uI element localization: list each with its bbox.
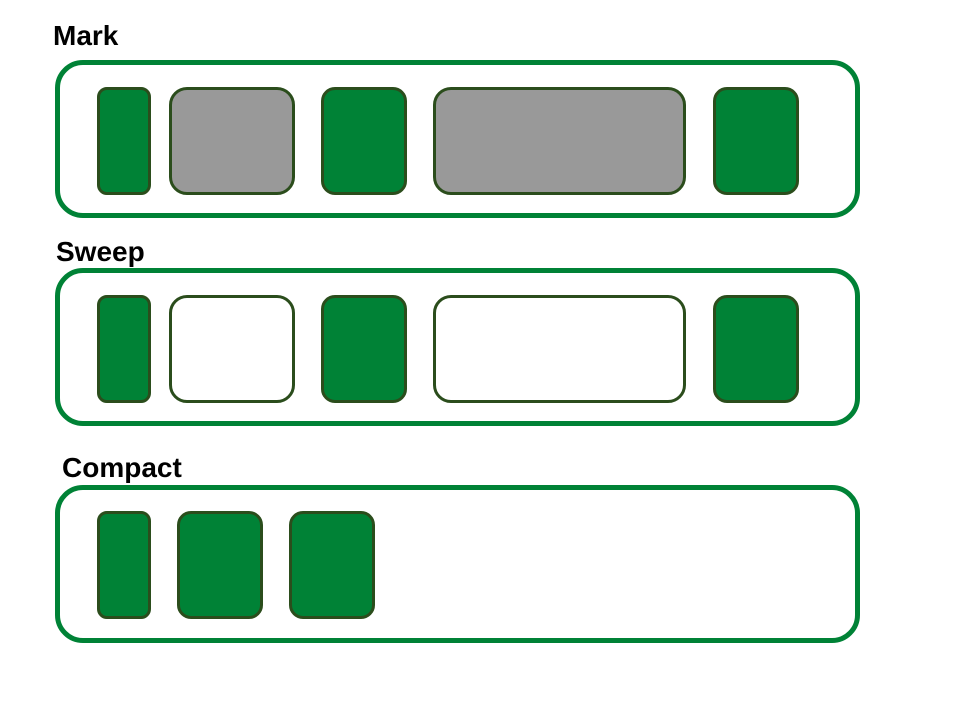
compact-live-block <box>97 511 151 619</box>
compact-live-block <box>177 511 263 619</box>
mark-live-block <box>321 87 407 195</box>
mark-heap <box>55 60 860 218</box>
mark-garbage-block <box>169 87 295 195</box>
mark-live-block <box>97 87 151 195</box>
sweep-live-block <box>97 295 151 403</box>
compact-phase-label: Compact <box>62 452 182 483</box>
sweep-live-block <box>321 295 407 403</box>
sweep-free-block <box>433 295 686 403</box>
sweep-phase-label: Sweep <box>56 236 145 267</box>
compact-live-block <box>289 511 375 619</box>
mark-phase-label: Mark <box>53 20 119 51</box>
sweep-live-block <box>713 295 799 403</box>
compact-heap <box>55 485 860 643</box>
mark-garbage-block <box>433 87 686 195</box>
sweep-free-block <box>169 295 295 403</box>
mark-live-block <box>713 87 799 195</box>
sweep-heap <box>55 268 860 426</box>
